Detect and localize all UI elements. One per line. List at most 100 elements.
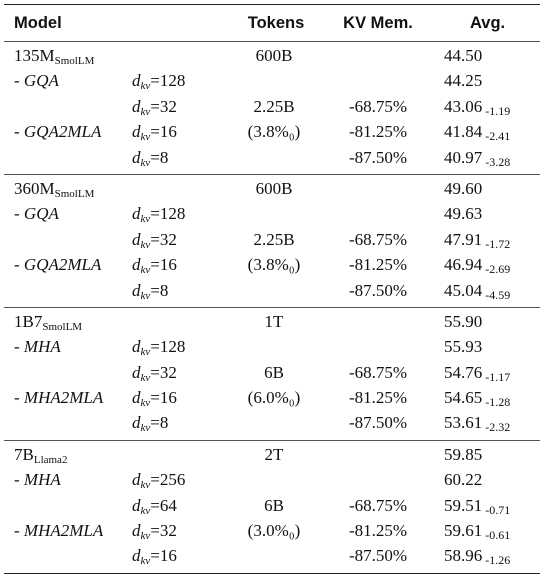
model-family: SmolLM [54, 187, 95, 200]
avg-score: 41.84 -2.41 [444, 119, 510, 146]
kv-mem-reduction: -68.75% [348, 96, 408, 116]
kv-mem-reduction: -81.25% [348, 388, 408, 408]
model-family: SmolLM [42, 320, 83, 333]
avg-value: 45.04 [444, 280, 483, 300]
baseline-avg: 49.60 [444, 178, 483, 198]
dkv-setting: dkv=32 [132, 227, 177, 258]
model-group: 360MSmolLM 600B 49.60 - GQA dkv=128 49.63 dkv=… [4, 173, 540, 307]
model-family: SmolLM [54, 55, 95, 67]
avg-value: 53.61 [444, 413, 483, 433]
method-name: - MHA2MLA [14, 521, 104, 541]
table-row: dkv=8 -87.50% 53.61 -2.32 [4, 410, 540, 435]
dkv-setting: dkv=16 [132, 252, 177, 283]
avg-value: 49.63 [444, 204, 483, 224]
method-name: - GQA [14, 204, 59, 224]
dkv-symbol: d [132, 147, 141, 167]
header-avg: Avg. [470, 14, 506, 32]
dkv-sub: kv [140, 479, 151, 492]
table-row: - GQA dkv=128 49.63 [4, 201, 540, 226]
dkv-value: =64 [150, 495, 177, 515]
dkv-setting: dkv=256 [132, 467, 185, 498]
dkv-symbol: d [132, 495, 141, 515]
avg-value: 58.96 [444, 546, 483, 566]
header-kv-mem: KV Mem. [343, 14, 413, 32]
avg-score: 54.76 -1.17 [444, 360, 510, 387]
method-name: - MHA [14, 337, 61, 357]
table-row: dkv=8 -87.50% 40.97 -3.28 [4, 145, 540, 170]
avg-score: 60.22 [444, 467, 482, 492]
table-row: dkv=8 -87.50% 45.04 -4.59 [4, 278, 540, 303]
dkv-setting: dkv=16 [132, 385, 177, 416]
dkv-setting: dkv=128 [132, 334, 185, 365]
dkv-sub: kv [140, 422, 151, 435]
dkv-symbol: d [132, 96, 141, 116]
header-tokens: Tokens [247, 14, 305, 32]
method-name: - GQA2MLA [14, 122, 102, 142]
kv-mem-reduction: -87.50% [348, 280, 408, 300]
group-header-row: 360MSmolLM 600B 49.60 [4, 176, 540, 201]
avg-delta: -1.72 [485, 236, 511, 251]
avg-delta: -1.28 [485, 395, 511, 410]
kv-mem-reduction: -81.25% [348, 521, 408, 541]
avg-score: 44.25 [444, 68, 482, 93]
dkv-value: =8 [150, 147, 169, 167]
table-row: dkv=32 6B -68.75% 54.76 -1.17 [4, 360, 540, 385]
avg-delta: -2.32 [485, 420, 511, 435]
finetune-tokens: 6B [264, 362, 284, 382]
model-size: 360M [14, 178, 55, 198]
dkv-setting: dkv=128 [132, 201, 185, 232]
dkv-value: =16 [150, 122, 177, 142]
dkv-value: =16 [150, 546, 177, 566]
method-name: - MHA [14, 470, 61, 490]
group-header-row: 7BLlama2 2T 59.85 [4, 442, 540, 467]
finetune-tokens: 2.25B [253, 229, 295, 249]
model-group: 7BLlama2 2T 59.85- MHA dkv=256 60.22 dkv=64 6B… [4, 439, 540, 573]
dkv-symbol: d [132, 470, 141, 490]
avg-value: 54.65 [444, 388, 483, 408]
dkv-sub: kv [140, 346, 151, 359]
finetune-tokens: (3.8%₀) [247, 255, 301, 275]
avg-value: 47.91 [444, 229, 483, 249]
avg-score: 53.61 -2.32 [444, 410, 510, 437]
dkv-value: =32 [150, 521, 177, 541]
kv-mem-reduction: -87.50% [348, 147, 408, 167]
dkv-value: =256 [150, 470, 186, 490]
table-row: dkv=16 -87.50% 58.96 -1.26 [4, 543, 540, 568]
dkv-symbol: d [132, 521, 141, 541]
dkv-sub: kv [140, 80, 151, 93]
table-row: - GQA2MLA dkv=16 (3.8%₀) -81.25% 41.84 -2.41 [4, 119, 540, 144]
finetune-tokens: (3.0%₀) [247, 521, 301, 541]
dkv-setting: dkv=32 [132, 518, 177, 549]
baseline-avg: 59.85 [444, 444, 483, 464]
dkv-symbol: d [132, 71, 141, 91]
avg-delta: -1.17 [485, 369, 511, 384]
dkv-sub: kv [140, 555, 151, 568]
dkv-sub: kv [140, 530, 151, 543]
dkv-symbol: d [132, 413, 141, 433]
avg-score: 54.65 -1.28 [444, 385, 510, 412]
avg-value: 55.93 [444, 337, 483, 357]
dkv-symbol: d [132, 280, 141, 300]
dkv-sub: kv [140, 156, 151, 169]
model-name: 360MSmolLM [14, 176, 94, 207]
avg-value: 59.61 [444, 521, 483, 541]
finetune-tokens: 2.25B [253, 96, 295, 116]
avg-score: 49.63 [444, 201, 482, 226]
avg-value: 40.97 [444, 147, 483, 167]
dkv-symbol: d [132, 204, 141, 224]
dkv-symbol: d [132, 362, 141, 382]
dkv-sub: kv [140, 213, 151, 226]
pretrain-tokens: 2T [264, 444, 284, 464]
dkv-symbol: d [132, 122, 141, 142]
model-size: 7B [14, 444, 34, 464]
kv-mem-reduction: -68.75% [348, 229, 408, 249]
table-row: - GQA dkv=128 44.25 [4, 68, 540, 93]
dkv-sub: kv [140, 105, 151, 118]
dkv-sub: kv [140, 289, 151, 302]
avg-delta: -2.69 [485, 262, 511, 277]
avg-value: 59.51 [444, 495, 483, 515]
avg-value: 60.22 [444, 470, 483, 490]
kv-mem-reduction: -87.50% [348, 546, 408, 566]
dkv-value: =32 [150, 96, 177, 116]
table-row: - MHA dkv=256 60.22 [4, 467, 540, 492]
